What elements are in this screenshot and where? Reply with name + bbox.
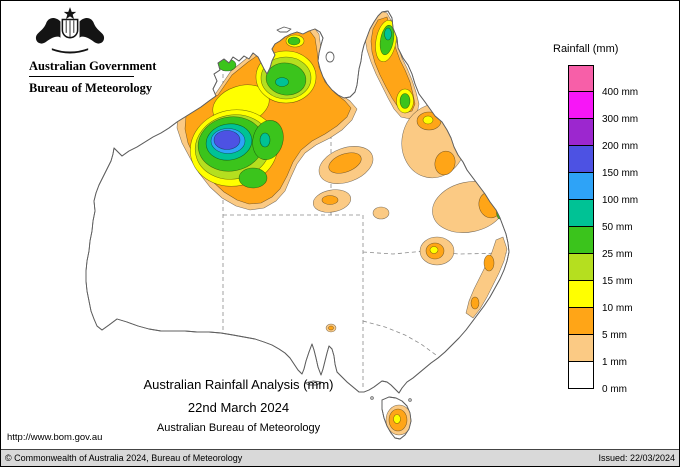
legend-title: Rainfall (mm) bbox=[553, 43, 619, 55]
rain-band-10mm bbox=[393, 414, 401, 424]
bass-strait-island bbox=[370, 396, 374, 400]
coat-of-arms-logo bbox=[35, 7, 105, 54]
rain-blob bbox=[275, 77, 289, 87]
rain-blob bbox=[328, 152, 362, 174]
legend-row: 150 mm bbox=[568, 146, 638, 179]
rain-blob bbox=[321, 195, 339, 205]
rain-blob bbox=[247, 27, 267, 41]
legend-label: 150 mm bbox=[602, 168, 639, 179]
rain-blob bbox=[483, 254, 495, 272]
legend-row: 1 mm bbox=[568, 335, 627, 368]
rain-blob bbox=[245, 25, 261, 37]
bass-strait-island bbox=[408, 398, 412, 402]
bureau-title: Bureau of Meteorology bbox=[29, 81, 153, 95]
issued-date: Issued: 22/03/2024 bbox=[598, 453, 675, 463]
crest-shield-stripes bbox=[65, 20, 75, 38]
rain-blob bbox=[470, 296, 480, 310]
rain-blob bbox=[429, 246, 439, 254]
status-bar: © Commonwealth of Australia 2024, Bureau… bbox=[1, 449, 679, 466]
legend-label: 25 mm bbox=[602, 249, 633, 260]
rain-blob bbox=[287, 36, 301, 46]
government-title: Australian Government bbox=[29, 59, 157, 73]
rain-blob bbox=[328, 325, 334, 331]
crest-emu bbox=[79, 17, 105, 44]
crest-star bbox=[63, 7, 77, 20]
legend-row: 300 mm bbox=[568, 92, 638, 125]
legend-row: 0 mm bbox=[568, 362, 627, 395]
rain-blob bbox=[372, 206, 390, 220]
rain-blob bbox=[238, 167, 268, 189]
mainland-coastline bbox=[85, 10, 510, 394]
rain-blob bbox=[399, 93, 411, 109]
legend-label: 100 mm bbox=[602, 195, 639, 206]
legend-label: 15 mm bbox=[602, 276, 633, 287]
legend-label: 300 mm bbox=[602, 114, 639, 125]
map-source: Australian Bureau of Meteorology bbox=[156, 422, 321, 434]
rain-blob bbox=[213, 130, 241, 150]
legend-label: 5 mm bbox=[602, 330, 627, 341]
legend-row: 10 mm bbox=[568, 281, 633, 314]
groote-eylandt-island bbox=[325, 51, 335, 63]
crest-kangaroo bbox=[35, 17, 61, 44]
legend-row: 100 mm bbox=[568, 173, 638, 206]
tasmania-coastline bbox=[381, 396, 412, 440]
legend-label: 200 mm bbox=[602, 141, 639, 152]
legend-label: 1 mm bbox=[602, 357, 627, 368]
bom-website-url: http://www.bom.gov.au bbox=[7, 432, 103, 443]
rain-blob bbox=[496, 204, 504, 220]
legend-row: 5 mm bbox=[568, 308, 627, 341]
map-date: 22nd March 2024 bbox=[187, 400, 290, 415]
rain-blob bbox=[384, 27, 392, 41]
crest-shield bbox=[61, 18, 79, 39]
legend-label: 50 mm bbox=[602, 222, 633, 233]
rainfall-legend: 400 mm 300 mm 200 mm 150 mm 100 mm 50 mm… bbox=[568, 65, 638, 395]
rainfall-contours-tasmania bbox=[385, 404, 411, 436]
rain-blob bbox=[393, 414, 401, 424]
legend-label: 10 mm bbox=[602, 303, 633, 314]
state-borders bbox=[222, 67, 508, 387]
map-caption: Australian Rainfall Analysis (mm) 22nd M… bbox=[106, 377, 371, 434]
rain-band-150mm bbox=[213, 130, 241, 150]
legend-row: 200 mm bbox=[568, 119, 638, 152]
legend-label: 0 mm bbox=[602, 384, 627, 395]
crest-scroll bbox=[51, 48, 89, 54]
melville-island bbox=[276, 26, 292, 33]
legend-row: 400 mm bbox=[568, 65, 638, 98]
map-title: Australian Rainfall Analysis (mm) bbox=[143, 377, 334, 392]
legend-row: 50 mm bbox=[568, 200, 633, 233]
kangaroo-island bbox=[304, 380, 322, 386]
rain-blob bbox=[422, 115, 434, 125]
rain-blob bbox=[434, 150, 456, 176]
rain-blob bbox=[259, 132, 271, 148]
branding-divider bbox=[29, 76, 134, 77]
coat-of-arms-graphic bbox=[35, 7, 105, 54]
legend-label: 400 mm bbox=[602, 87, 639, 98]
legend-row: 25 mm bbox=[568, 227, 633, 260]
legend-row: 15 mm bbox=[568, 254, 633, 287]
copyright-text: © Commonwealth of Australia 2024, Bureau… bbox=[5, 453, 243, 463]
